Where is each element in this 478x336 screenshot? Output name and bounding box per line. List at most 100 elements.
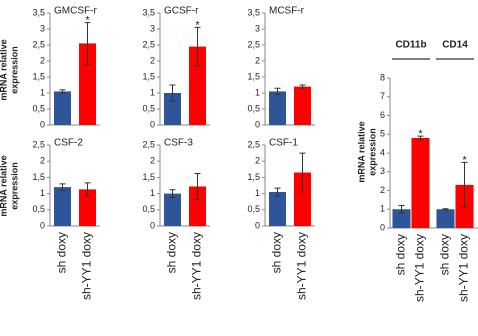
bar: [436, 209, 455, 228]
y-tick-label: 3,5: [142, 7, 155, 17]
group-header: CD14: [442, 40, 468, 51]
y-tick-label: 1,5: [247, 172, 260, 182]
y-tick-label: 0: [255, 220, 260, 230]
y-tick-label: 8: [380, 72, 385, 82]
bar: [54, 187, 71, 226]
panel-title: CSF-2: [54, 138, 83, 149]
y-tick-label: 1: [40, 188, 45, 198]
y-axis-label: mRNA relative: [0, 39, 8, 100]
y-tick-label: 2,5: [32, 39, 45, 49]
category-label: sh-YY1 doxy: [413, 234, 427, 302]
y-tick-label: 1: [40, 87, 45, 97]
y-tick-label: 7: [380, 91, 385, 101]
category-label: sh-YY1 doxy: [295, 232, 309, 300]
y-tick-label: 1,5: [142, 71, 155, 81]
y-tick-label: 3: [380, 166, 385, 176]
y-tick-label: 2: [380, 185, 385, 195]
error-bar: [442, 208, 449, 211]
y-tick-label: 1: [255, 87, 260, 97]
y-tick-label: 3,5: [32, 7, 45, 17]
category-label: sh doxy: [55, 232, 69, 273]
error-bar: [299, 84, 306, 89]
bar: [164, 193, 181, 226]
y-tick-label: 2,5: [142, 139, 155, 149]
significance-mark: *: [195, 19, 200, 31]
y-tick-label: 0,5: [32, 103, 45, 113]
y-tick-label: 1,5: [32, 71, 45, 81]
significance-mark: *: [462, 154, 467, 166]
error-bar: [59, 183, 66, 191]
y-tick-label: 0,5: [142, 204, 155, 214]
group-header: CD11b: [395, 40, 426, 51]
error-bar: [84, 22, 91, 65]
category-label: sh-YY1 doxy: [457, 234, 471, 302]
bar: [79, 43, 96, 125]
error-bar: [59, 89, 66, 94]
y-axis-label: expression: [9, 162, 19, 210]
y-tick-label: 3,5: [247, 7, 260, 17]
y-axis-label: mRNA relative: [0, 155, 8, 216]
bar: [54, 91, 71, 125]
bar: [294, 172, 311, 226]
y-axis-label: expression: [367, 128, 377, 176]
panel-title: MCSF-r: [269, 6, 305, 17]
y-tick-label: 3: [40, 23, 45, 33]
y-tick-label: 3: [150, 23, 155, 33]
significance-mark: *: [85, 15, 90, 27]
category-label: sh doxy: [270, 232, 284, 273]
error-bar: [84, 182, 91, 197]
y-tick-label: 0: [40, 220, 45, 230]
bar: [411, 138, 430, 228]
category-label: sh-YY1 doxy: [190, 232, 204, 300]
y-tick-label: 0: [150, 220, 155, 230]
error-bar: [194, 173, 201, 200]
bar: [392, 209, 411, 228]
y-axis-label: expression: [9, 46, 19, 94]
y-tick-label: 2: [40, 156, 45, 166]
bar: [79, 189, 96, 226]
bar: [164, 93, 181, 125]
y-tick-label: 2: [40, 55, 45, 65]
error-bar: [461, 161, 468, 208]
y-tick-label: 0,5: [247, 103, 260, 113]
y-tick-label: 0,5: [247, 204, 260, 214]
y-tick-label: 0: [40, 119, 45, 129]
y-tick-label: 3: [255, 23, 260, 33]
bar: [294, 86, 311, 125]
y-tick-label: 2,5: [32, 139, 45, 149]
error-bar: [194, 26, 201, 67]
error-bar: [299, 152, 306, 193]
y-tick-label: 2: [255, 156, 260, 166]
y-tick-label: 1: [150, 188, 155, 198]
y-tick-label: 2,5: [142, 39, 155, 49]
y-tick-label: 0,5: [142, 103, 155, 113]
y-tick-label: 0: [380, 222, 385, 232]
panel-title: CSF-1: [269, 138, 298, 149]
category-label: sh-YY1 doxy: [80, 232, 94, 300]
y-tick-label: 2: [150, 156, 155, 166]
category-label: sh doxy: [165, 232, 179, 273]
bar: [269, 91, 286, 125]
y-tick-label: 4: [380, 147, 385, 157]
y-tick-label: 1,5: [247, 71, 260, 81]
error-bar: [398, 205, 405, 214]
bar: [189, 46, 206, 125]
y-tick-label: 6: [380, 110, 385, 120]
panel-title: GCSF-r: [164, 6, 199, 17]
y-tick-label: 1,5: [32, 172, 45, 182]
category-label: sh doxy: [438, 234, 452, 275]
y-tick-label: 1: [380, 204, 385, 214]
y-tick-label: 2: [150, 55, 155, 65]
error-bar: [169, 189, 176, 198]
y-tick-label: 5: [380, 129, 385, 139]
y-tick-label: 2,5: [247, 139, 260, 149]
bar: [189, 186, 206, 226]
y-axis-label: mRNA relative: [356, 121, 366, 182]
y-tick-label: 2,5: [247, 39, 260, 49]
bar: [269, 191, 286, 226]
error-bar: [169, 84, 176, 102]
panel-title: GMCSF-r: [54, 6, 97, 17]
y-tick-label: 0: [255, 119, 260, 129]
error-bar: [274, 187, 281, 197]
